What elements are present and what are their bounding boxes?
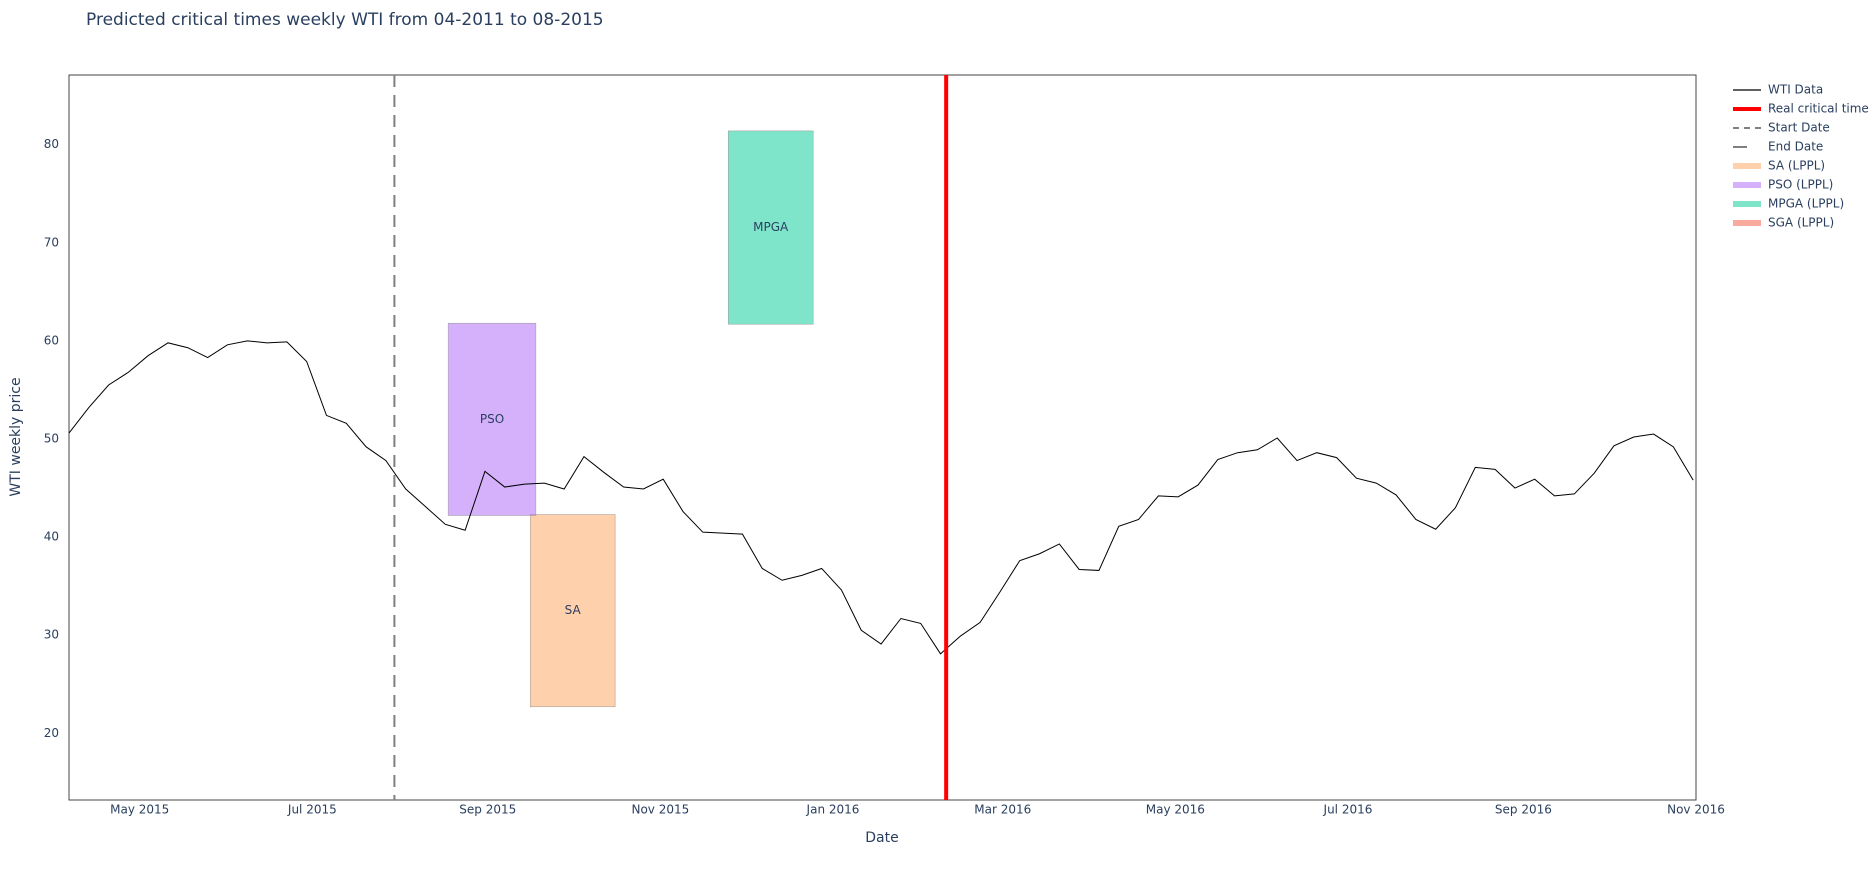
x-tick-label: Nov 2015 <box>631 803 689 817</box>
legend-swatch <box>1733 182 1761 188</box>
chart-title: Predicted critical times weekly WTI from… <box>86 10 604 30</box>
y-tick-label: 70 <box>44 235 59 249</box>
y-tick-label: 30 <box>44 628 59 642</box>
legend-label: End Date <box>1768 140 1823 154</box>
y-tick-label: 60 <box>44 333 59 347</box>
x-tick-label: Jul 2015 <box>287 803 337 817</box>
legend-label: PSO (LPPL) <box>1768 178 1833 192</box>
region-label: PSO <box>480 412 504 426</box>
x-tick-label: Nov 2016 <box>1667 803 1725 817</box>
x-tick-label: Jul 2016 <box>1323 803 1373 817</box>
region-label: SA <box>565 603 582 617</box>
price-line <box>68 340 1694 655</box>
prediction-region <box>447 322 537 516</box>
legend-label: Start Date <box>1768 121 1830 135</box>
legend-swatch <box>1733 220 1761 226</box>
legend-swatch <box>1733 163 1761 169</box>
y-tick-label: 50 <box>44 431 59 445</box>
x-tick-label: May 2016 <box>1146 803 1205 817</box>
plot-frame <box>68 74 1697 801</box>
x-tick-label: Sep 2016 <box>1495 803 1552 817</box>
legend-label: Real critical time <box>1768 102 1869 116</box>
legend-label: SGA (LPPL) <box>1768 216 1834 230</box>
x-tick-label: Sep 2015 <box>459 803 516 817</box>
legend-label: MPGA (LPPL) <box>1768 197 1844 211</box>
legend-swatch <box>1733 201 1761 207</box>
x-tick-label: Jan 2016 <box>806 803 860 817</box>
y-tick-label: 80 <box>44 137 59 151</box>
y-tick-label: 20 <box>44 726 59 740</box>
legend-label: WTI Data <box>1768 83 1823 97</box>
y-axis-title: WTI weekly price <box>8 377 24 496</box>
legend-label: SA (LPPL) <box>1768 159 1825 173</box>
x-tick-label: Mar 2016 <box>974 803 1031 817</box>
prediction-region <box>529 514 616 708</box>
y-tick-label: 40 <box>44 530 59 544</box>
x-axis-title: Date <box>865 830 898 846</box>
region-label: MPGA <box>753 220 789 234</box>
prediction-region <box>728 130 814 325</box>
x-tick-label: May 2015 <box>110 803 169 817</box>
